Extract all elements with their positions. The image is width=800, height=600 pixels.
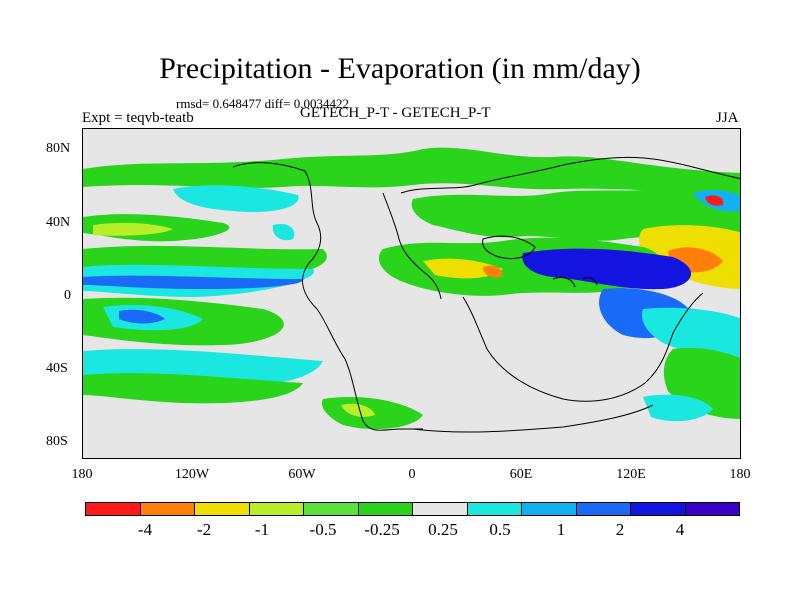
- monsoon-cyan-east: [642, 307, 740, 360]
- colorbar: [85, 502, 740, 516]
- colorbar-cell: [467, 503, 522, 515]
- colorbar-label: -4: [137, 520, 153, 539]
- south-yellow-spot: [341, 403, 375, 417]
- map-title: Precipitation - Evaporation (in mm/day): [159, 52, 641, 85]
- eurasia-green: [411, 182, 740, 241]
- coastline-island-chain: [552, 276, 598, 288]
- map-panel: [82, 128, 741, 459]
- lon-label-60e: 60E: [509, 467, 533, 482]
- monsoon-orange: [483, 265, 502, 278]
- stats-text: rmsd= 0.648477 diff= 0.0034422: [176, 96, 349, 111]
- colorbar-label: 1: [556, 520, 566, 539]
- precip-evap-field: [83, 129, 740, 458]
- lon-label-120w: 120W: [174, 467, 210, 482]
- lat-label-80n: 80N: [46, 141, 71, 156]
- north-cyan-spot: [272, 223, 295, 241]
- colorbar-label: -1: [254, 520, 270, 539]
- coastline-north-america: [232, 162, 423, 431]
- south-green-band: [83, 373, 303, 404]
- tropical-south-blue: [119, 309, 165, 324]
- lat-label-40n: 40N: [46, 215, 71, 230]
- coastline-atlantic: [382, 192, 442, 300]
- colorbar-cell: [413, 503, 468, 515]
- colorbar-label: 2: [615, 520, 625, 539]
- colorbar-cell: [195, 503, 250, 515]
- colorbar-cell: [249, 503, 304, 515]
- lon-label-60w: 60W: [288, 467, 316, 482]
- north-green-band: [83, 147, 740, 192]
- colorbar-cell: [140, 503, 195, 515]
- northeast-red-spot: [705, 195, 724, 206]
- north-yellow-patch: [93, 222, 173, 236]
- colorbar-label: -2: [196, 520, 212, 539]
- colorbar-cell: [304, 503, 359, 515]
- colorbar-label: 0.5: [489, 520, 511, 539]
- lat-label-80s: 80S: [46, 434, 68, 449]
- lon-label-180w: 180: [71, 467, 93, 482]
- lat-label-40s: 40S: [46, 361, 68, 376]
- lon-label-180e: 180: [729, 467, 751, 482]
- colorbar-cell: [631, 503, 686, 515]
- season-label: JJA: [716, 110, 739, 126]
- colorbar-cell: [576, 503, 631, 515]
- colorbar-cell: [685, 503, 739, 515]
- lon-label-0: 0: [408, 467, 416, 482]
- colorbar-label: -0.25: [364, 520, 400, 539]
- lat-label-equator: 0: [64, 288, 71, 303]
- dataset-label: GETECH_P-T - GETECH_P-T: [300, 105, 491, 121]
- colorbar-cell: [358, 503, 413, 515]
- monsoon-blue-band: [522, 248, 692, 290]
- coastline-inner-sea: [482, 235, 536, 260]
- colorbar-cell: [86, 503, 141, 515]
- colorbar-cell: [522, 503, 577, 515]
- experiment-label: Expt = teqvb-teatb: [82, 110, 194, 126]
- coastline-antarctic: [412, 404, 654, 433]
- colorbar-label: -0.5: [309, 520, 337, 539]
- colorbar-label: 0.25: [428, 520, 458, 539]
- coastline-south-land: [462, 292, 704, 402]
- itcz-blue-core: [83, 275, 304, 289]
- lon-label-120e: 120E: [616, 467, 646, 482]
- colorbar-label: 4: [675, 520, 685, 539]
- north-cyan-patch: [173, 185, 299, 213]
- southeast-cyan-patch: [643, 394, 713, 422]
- monsoon-yellow: [423, 258, 503, 279]
- coastline-africa-eurasia: [400, 156, 740, 194]
